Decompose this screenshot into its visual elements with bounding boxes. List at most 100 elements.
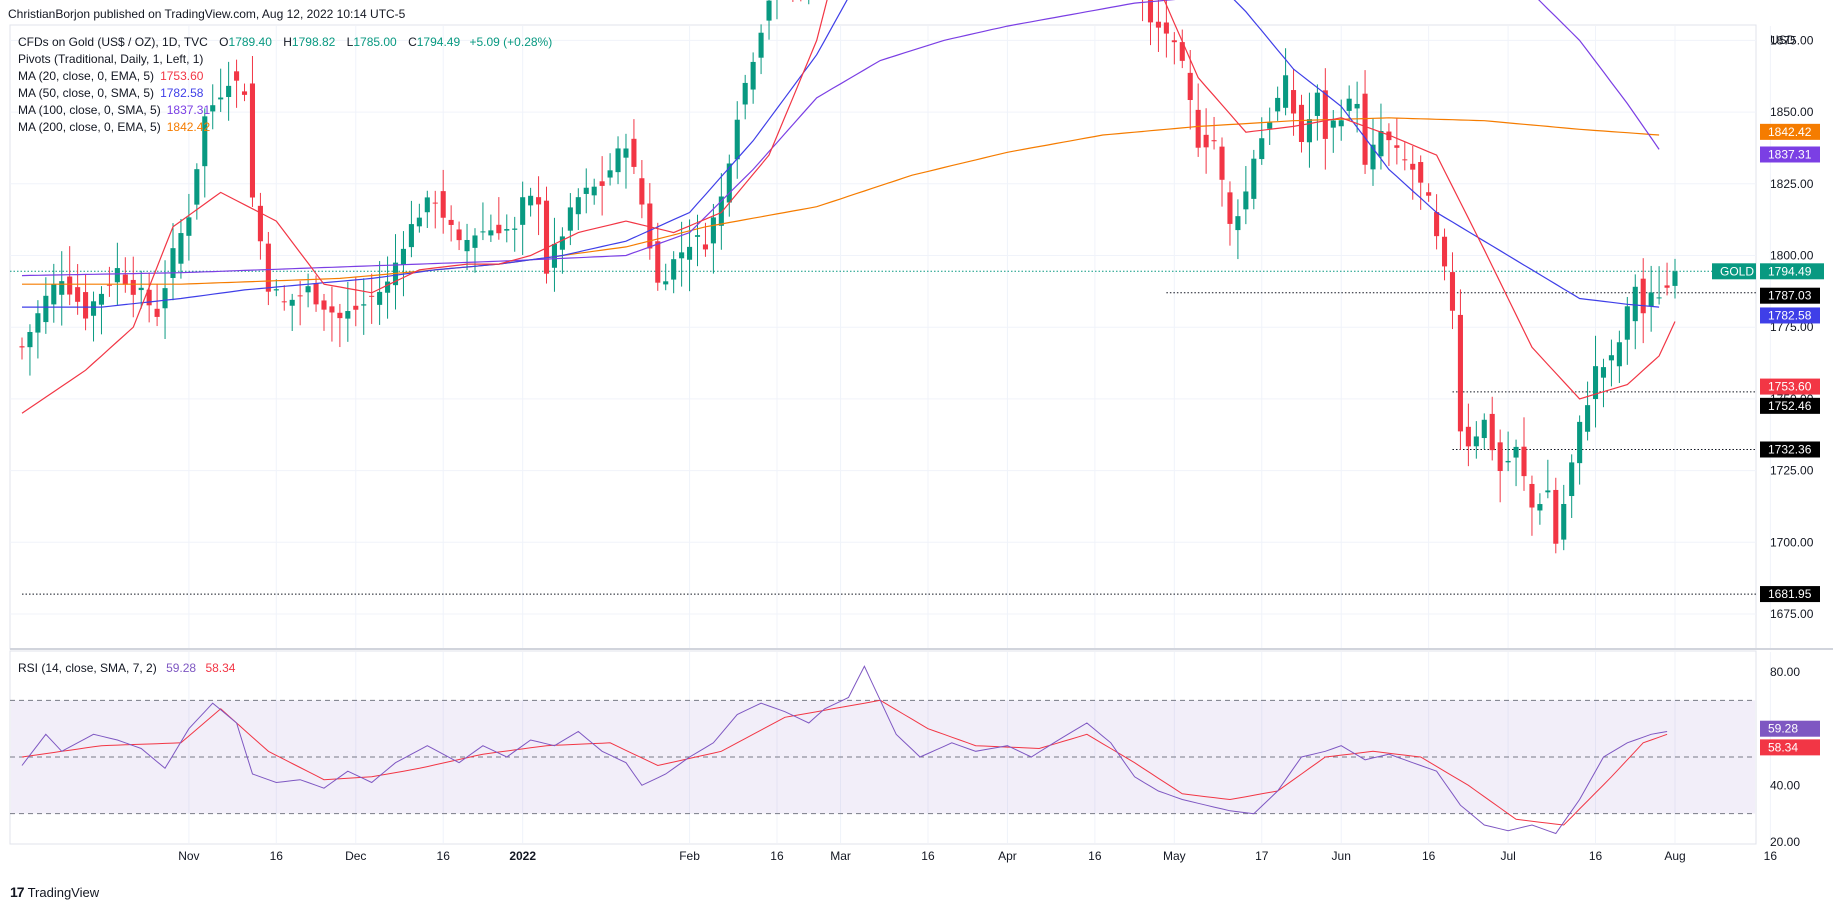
candle	[1330, 110, 1336, 153]
candle	[249, 55, 256, 207]
candle-body	[1473, 436, 1479, 447]
candle-body	[448, 219, 454, 225]
candle-body	[1259, 138, 1265, 160]
candle	[456, 221, 462, 251]
candle	[671, 251, 677, 294]
candle	[1227, 181, 1233, 246]
candle-body	[456, 229, 462, 241]
pivot-s3-badge: 1681.95	[1760, 586, 1820, 603]
ma20-value: 1753.60	[160, 69, 204, 83]
candle	[1402, 142, 1408, 171]
candle-body	[1203, 134, 1209, 148]
candle	[694, 214, 701, 267]
candle-body	[512, 228, 518, 230]
candle-body	[202, 116, 208, 167]
candle-body	[90, 301, 97, 316]
candle-body	[210, 105, 216, 112]
candle-body	[265, 243, 271, 292]
candle	[1386, 123, 1392, 166]
symbol-title[interactable]: CFDs on Gold (US$ / OZ), 1D, TVC	[18, 35, 208, 49]
candle-body	[1219, 146, 1225, 180]
candle-body	[1577, 421, 1583, 464]
candle-body	[178, 233, 184, 264]
time-tick-label: 16	[270, 849, 284, 863]
time-tick-label: Aug	[1664, 849, 1685, 863]
candle	[1616, 330, 1622, 383]
candle-body	[1632, 286, 1638, 322]
close-label: C	[408, 35, 417, 49]
candle-body	[1235, 216, 1241, 231]
rsi-legend[interactable]: RSI (14, close, SMA, 7, 2) 59.28 58.34	[18, 661, 235, 675]
candle	[1259, 117, 1265, 165]
candle	[377, 261, 383, 325]
candle-body	[1386, 131, 1392, 141]
candle-body	[742, 82, 748, 105]
candle	[1211, 116, 1217, 150]
candle-body	[1147, 0, 1154, 23]
candle-body	[1354, 103, 1360, 109]
pivot-s1-badge: 1732.36	[1760, 441, 1820, 458]
candle-body	[1648, 292, 1654, 307]
candle-body	[1616, 342, 1622, 367]
candle	[1235, 199, 1241, 260]
ma20-legend[interactable]: MA (20, close, 0, EMA, 5) 1753.60	[18, 69, 203, 83]
candle	[631, 119, 637, 175]
candle-body	[694, 235, 701, 237]
time-tick-label: Apr	[998, 849, 1017, 863]
candle	[639, 160, 645, 219]
candle	[1275, 86, 1281, 121]
tradingview-footer[interactable]: 17 TradingView	[10, 884, 99, 900]
ma200-legend[interactable]: MA (200, close, 0, EMA, 5) 1842.42	[18, 120, 210, 134]
ma100-legend[interactable]: MA (100, close, 0, SMA, 5) 1837.31	[18, 103, 210, 117]
time-tick-label: Jul	[1500, 849, 1515, 863]
candle-body	[726, 163, 732, 203]
price-tick-label: 1725.00	[1770, 464, 1814, 478]
candle-body	[1402, 159, 1408, 161]
candle-body	[1553, 489, 1559, 544]
candle	[1473, 421, 1479, 459]
candle-body	[1569, 462, 1575, 497]
candle	[98, 286, 105, 335]
gold-price-badge-bg	[1760, 263, 1824, 280]
candle	[59, 251, 65, 326]
candle-body	[59, 281, 65, 295]
rsi-tick-label: 20.00	[1770, 835, 1800, 849]
candle-body	[329, 306, 335, 313]
change-value: +5.09 (+0.28%)	[469, 35, 553, 49]
candle-body	[1275, 97, 1281, 112]
rsi-label: RSI (14, close, SMA, 7, 2)	[18, 661, 157, 675]
candle-body	[528, 195, 534, 206]
candle	[1600, 358, 1607, 408]
candle-body	[1592, 366, 1599, 400]
ma50-legend[interactable]: MA (50, close, 0, SMA, 5) 1782.58	[18, 86, 203, 100]
candle	[718, 173, 724, 250]
candle	[432, 190, 438, 229]
pivot-p-badge: 1752.46	[1760, 397, 1820, 414]
candle-body	[575, 197, 581, 215]
candle	[1569, 454, 1575, 518]
candle	[1251, 149, 1257, 210]
candle	[1187, 50, 1193, 130]
candle	[1664, 262, 1670, 296]
time-tick-label: 16	[921, 849, 935, 863]
candle	[1537, 493, 1543, 525]
candle	[808, 0, 810, 5]
candle-body	[1322, 90, 1328, 139]
pivots-legend[interactable]: Pivots (Traditional, Daily, 1, Left, 1)	[18, 52, 203, 66]
candle	[710, 203, 716, 274]
candle-body	[702, 244, 708, 250]
close-value: 1794.49	[416, 35, 461, 49]
candle	[329, 286, 335, 342]
candle	[385, 256, 391, 319]
candle	[106, 266, 112, 297]
candle	[702, 222, 708, 257]
candle-body	[655, 241, 661, 283]
candle-body	[432, 202, 438, 204]
candle	[1314, 84, 1320, 141]
candle	[528, 187, 534, 217]
candle	[1362, 70, 1368, 174]
candle-body	[1267, 122, 1273, 129]
candle	[226, 61, 232, 121]
candle	[1577, 415, 1583, 485]
